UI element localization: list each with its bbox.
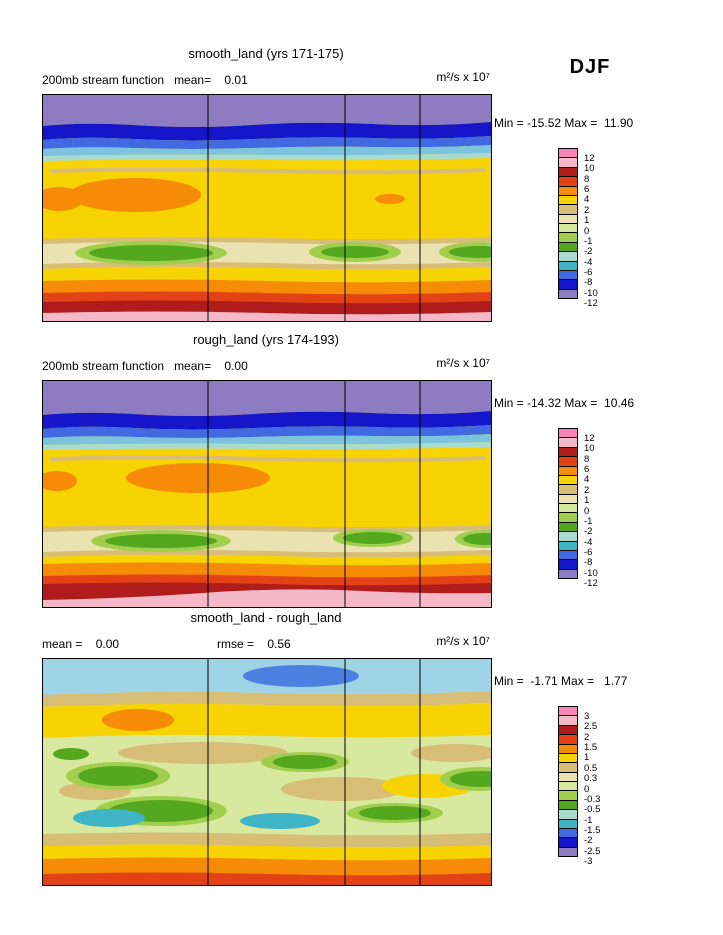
colorbar-tick-label: 10 — [584, 443, 595, 455]
season-label: DJF — [569, 56, 611, 78]
colorbar-segment — [558, 568, 578, 579]
colorbar-tick-label: -3 — [584, 856, 593, 868]
stats-line: 200mb stream function mean= 0.01 m²/s x … — [42, 70, 490, 88]
colorbar-tick-label: 2 — [584, 484, 590, 496]
minmax-label: Min = -15.52 Max = 11.90 — [494, 116, 634, 130]
colorbar-tick-label: -6 — [584, 547, 593, 558]
colorbar-tick-label: 0.5 — [584, 762, 598, 774]
colorbar-tick-label: 12 — [584, 432, 595, 444]
colorbar-tick-label: 0 — [584, 225, 590, 237]
colorbar: 3 2.5 2 1.5 1 0.5 0.3 0 -0.3 -0.5 -1 -1.5 -2 -2.5 -3 — [558, 706, 600, 872]
colorbar-tick-label: -12 — [584, 578, 598, 590]
mean-label: mean = 0.00 — [42, 637, 120, 651]
panel-difference: smooth_land - rough_land mean = 0.00 rms… — [42, 610, 492, 886]
colorbar-tick-label: 3 — [584, 710, 590, 722]
colorbar-tick-label: 0 — [584, 505, 590, 517]
contour-map-difference — [42, 658, 492, 886]
colorbar-tick-label: -10 — [584, 287, 598, 299]
colorbar-tick-label: 4 — [584, 474, 590, 486]
panel-smooth-land: smooth_land (yrs 171-175) 200mb stream f… — [42, 46, 492, 322]
colorbar-tick-label: 2.5 — [584, 721, 598, 733]
colorbar-tick-label: -1.5 — [584, 825, 601, 836]
colorbar-tick-label: 1 — [584, 495, 590, 507]
colorbar-tick-label: -4 — [584, 256, 593, 268]
colorbar-tick-label: -1 — [584, 814, 593, 826]
colorbar-tick-label: 1 — [584, 752, 590, 764]
colorbar-tick-label: 0.3 — [584, 773, 598, 785]
colorbar-tick-label: 1.5 — [584, 742, 598, 753]
colorbar-tick-label: 2 — [584, 731, 590, 743]
colorbar-tick-label: 2 — [584, 204, 590, 216]
contour-map-rough-land — [42, 380, 492, 608]
colorbar-tick-label: 12 — [584, 152, 595, 164]
contour-map-image — [43, 95, 491, 321]
colorbar-tick-label: -1 — [584, 235, 593, 247]
colorbar-tick-label: 10 — [584, 163, 595, 175]
variable-mean-label: 200mb stream function mean= 0.00 — [42, 359, 248, 373]
colorbar-tick-label: -0.5 — [584, 804, 601, 816]
colorbar-tick-label: -12 — [584, 298, 598, 310]
colorbar-tick-label: 6 — [584, 464, 590, 475]
minmax-label: Min = -1.71 Max = 1.77 — [494, 674, 628, 688]
contour-map-image — [43, 659, 491, 885]
colorbar-segment — [558, 288, 578, 299]
colorbar: 12 10 8 6 4 2 1 0 -1 -2 -4 -6 -8 -10 -12 — [558, 148, 598, 314]
panel-title: smooth_land - rough_land — [190, 610, 342, 625]
colorbar: 12 10 8 6 4 2 1 0 -1 -2 -4 -6 -8 -10 -12 — [558, 428, 598, 594]
colorbar-tick-label: -4 — [584, 536, 593, 548]
units-label: m²/s x 10⁷ — [436, 634, 490, 648]
colorbar-tick-label: 8 — [584, 453, 590, 465]
rmse-label: rmse = 0.56 — [217, 637, 291, 651]
colorbar-tick-label: -2 — [584, 526, 593, 538]
panel-rough-land: rough_land (yrs 174-193) 200mb stream fu… — [42, 332, 492, 608]
minmax-label: Min = -14.32 Max = 10.46 — [494, 396, 635, 410]
colorbar-tick-label: -2 — [584, 246, 593, 258]
variable-mean-label: 200mb stream function mean= 0.01 — [42, 73, 248, 87]
colorbar-tick-label: 0 — [584, 783, 590, 795]
contour-map-smooth-land — [42, 94, 492, 322]
colorbar-tick-label: -1 — [584, 515, 593, 527]
panel-title: smooth_land (yrs 171-175) — [188, 46, 344, 61]
colorbar-tick-label: 8 — [584, 173, 590, 185]
units-label: m²/s x 10⁷ — [436, 70, 490, 84]
colorbar-tick-label: 6 — [584, 184, 590, 195]
stats-line: 200mb stream function mean= 0.00 m²/s x … — [42, 356, 490, 374]
colorbar-tick-label: -6 — [584, 267, 593, 278]
colorbar-tick-label: -8 — [584, 557, 593, 569]
colorbar-tick-label: -8 — [584, 277, 593, 289]
panel-title: rough_land (yrs 174-193) — [193, 332, 339, 347]
colorbar-tick-label: -0.3 — [584, 793, 601, 805]
colorbar-tick-label: -2.5 — [584, 845, 601, 857]
units-label: m²/s x 10⁷ — [436, 356, 490, 370]
contour-map-image — [43, 381, 491, 607]
colorbar-tick-label: 1 — [584, 215, 590, 227]
colorbar-tick-label: -10 — [584, 567, 598, 579]
colorbar-tick-label: 4 — [584, 194, 590, 206]
stats-line: mean = 0.00 rmse = 0.56 m²/s x 10⁷ — [42, 634, 490, 652]
colorbar-tick-label: -2 — [584, 835, 593, 847]
colorbar-segment — [558, 846, 578, 857]
